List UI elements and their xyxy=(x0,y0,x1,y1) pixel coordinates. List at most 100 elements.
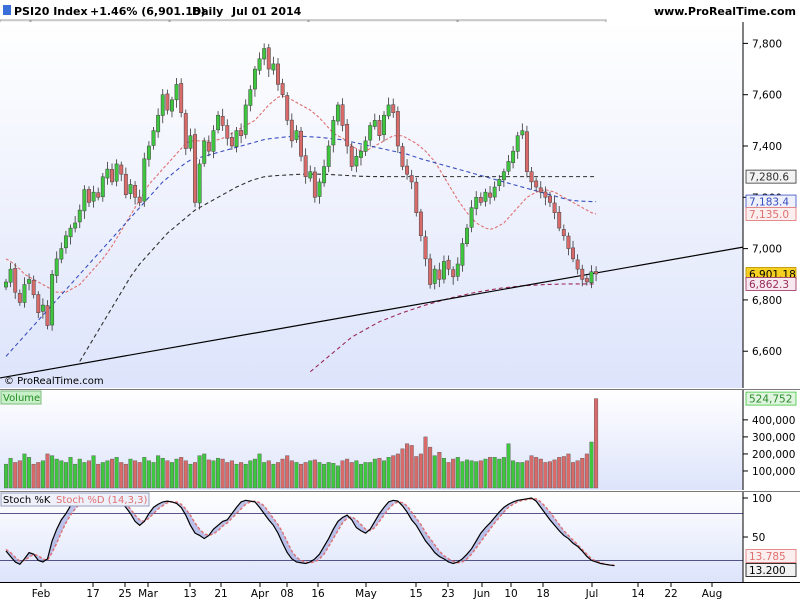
stoch-tick-label: 50 xyxy=(752,532,765,544)
candle-up xyxy=(211,130,216,152)
candle-up xyxy=(114,163,119,182)
candle-up xyxy=(248,89,253,106)
volume-bar xyxy=(27,457,32,489)
volume-bar xyxy=(382,460,387,489)
volume-bar xyxy=(428,446,433,489)
candle-up xyxy=(363,140,368,152)
stoch-legend-box xyxy=(0,492,150,507)
candle-down xyxy=(239,130,244,136)
volume-bar xyxy=(193,462,198,489)
candle-up xyxy=(515,135,520,152)
trendline[interactable] xyxy=(0,246,744,379)
volume-bar xyxy=(36,462,41,489)
volume-bar xyxy=(179,457,184,489)
volume-bars xyxy=(3,398,599,489)
candle-down xyxy=(488,192,493,198)
candle-down xyxy=(414,181,419,213)
value-tag xyxy=(745,207,797,221)
candle-up xyxy=(455,263,460,277)
candle-down xyxy=(575,259,580,270)
price-value-tags: 7,280.67,183.47,135.06,901.186,862.3 xyxy=(745,169,797,291)
sma100-line xyxy=(79,173,597,362)
candle-down xyxy=(133,185,138,198)
candle-down xyxy=(405,165,410,175)
volume-bar xyxy=(497,458,502,489)
candle-down xyxy=(543,191,548,198)
stoch-axis: 100 50 13.785 13.200 xyxy=(743,493,797,577)
volume-bar xyxy=(248,460,253,489)
price-panel-bg xyxy=(0,22,743,388)
volume-bar xyxy=(580,457,585,489)
x-tick-label: May xyxy=(355,588,377,600)
candle-up xyxy=(202,140,207,164)
volume-bar xyxy=(197,455,202,489)
x-tick-label: Feb xyxy=(32,588,51,600)
candle-down xyxy=(225,125,230,139)
volume-bar xyxy=(105,460,110,489)
volume-bar xyxy=(441,457,446,489)
volume-bar xyxy=(303,462,308,489)
volume-bar xyxy=(308,460,313,489)
x-tick-label: 15 xyxy=(409,588,422,600)
candle-up xyxy=(40,304,45,312)
copyright-label: © ProRealTime.com xyxy=(4,376,104,387)
volume-bar xyxy=(174,458,179,489)
stoch-tick-label: 100 xyxy=(752,493,772,505)
volume-bar xyxy=(594,398,599,489)
candle-up xyxy=(354,156,359,167)
candle-up xyxy=(73,222,78,229)
candle-up xyxy=(326,145,331,167)
volume-bar xyxy=(17,460,22,489)
candle-up xyxy=(63,235,68,249)
volume-bar xyxy=(275,462,280,489)
candle-up xyxy=(460,243,465,266)
volume-tick-label: 100,000 xyxy=(752,466,795,478)
x-tick-label: Jun xyxy=(473,588,490,600)
volume-bar xyxy=(552,459,557,489)
volume-axis-bg xyxy=(743,390,800,490)
header-site[interactable]: www.ProRealTime.com xyxy=(654,5,796,18)
header-period: Daily xyxy=(192,5,223,18)
x-tick-label: Aug xyxy=(702,588,723,600)
volume-bar xyxy=(294,462,299,489)
candle-up xyxy=(8,268,13,283)
candle-down xyxy=(377,120,382,136)
candle-up xyxy=(257,58,262,71)
x-tick-label: 25 xyxy=(118,588,131,600)
volume-bar xyxy=(418,453,423,489)
candle-down xyxy=(437,269,442,280)
volume-bar xyxy=(262,462,267,489)
candle-up xyxy=(483,191,488,202)
volume-bar xyxy=(575,460,580,489)
candle-up xyxy=(322,166,327,184)
volume-bar xyxy=(82,462,87,489)
volume-bar xyxy=(285,455,290,489)
volume-bar xyxy=(183,460,188,489)
stoch-k-legend: Stoch %K xyxy=(3,495,51,506)
value-tag-label: 7,280.6 xyxy=(749,172,789,184)
candle-up xyxy=(271,63,276,71)
volume-axis: 400,000 300,000 200,000 100,000 524,752 xyxy=(743,391,797,478)
price-tick-label: 7,800 xyxy=(752,38,782,50)
candle-up xyxy=(146,145,151,160)
candle-down xyxy=(280,83,285,95)
candle-down xyxy=(548,195,552,203)
volume-tick-label: 400,000 xyxy=(752,415,795,427)
volume-bar xyxy=(566,453,571,489)
volume-bar xyxy=(220,458,225,489)
price-tick-label: 7,000 xyxy=(752,244,782,256)
volume-bar xyxy=(561,456,566,489)
volume-bar xyxy=(271,463,276,489)
volume-bar xyxy=(96,463,101,489)
candle-down xyxy=(123,173,128,195)
candle-down xyxy=(566,235,571,249)
volume-bar xyxy=(110,458,115,489)
candle-down xyxy=(409,175,414,183)
candle-down xyxy=(165,93,170,111)
candle-down xyxy=(395,111,400,147)
volume-bar xyxy=(100,462,105,489)
candle-down xyxy=(418,211,423,237)
volume-bar xyxy=(54,458,59,489)
volume-bar xyxy=(123,463,128,489)
volume-last-label: 524,752 xyxy=(749,394,792,406)
